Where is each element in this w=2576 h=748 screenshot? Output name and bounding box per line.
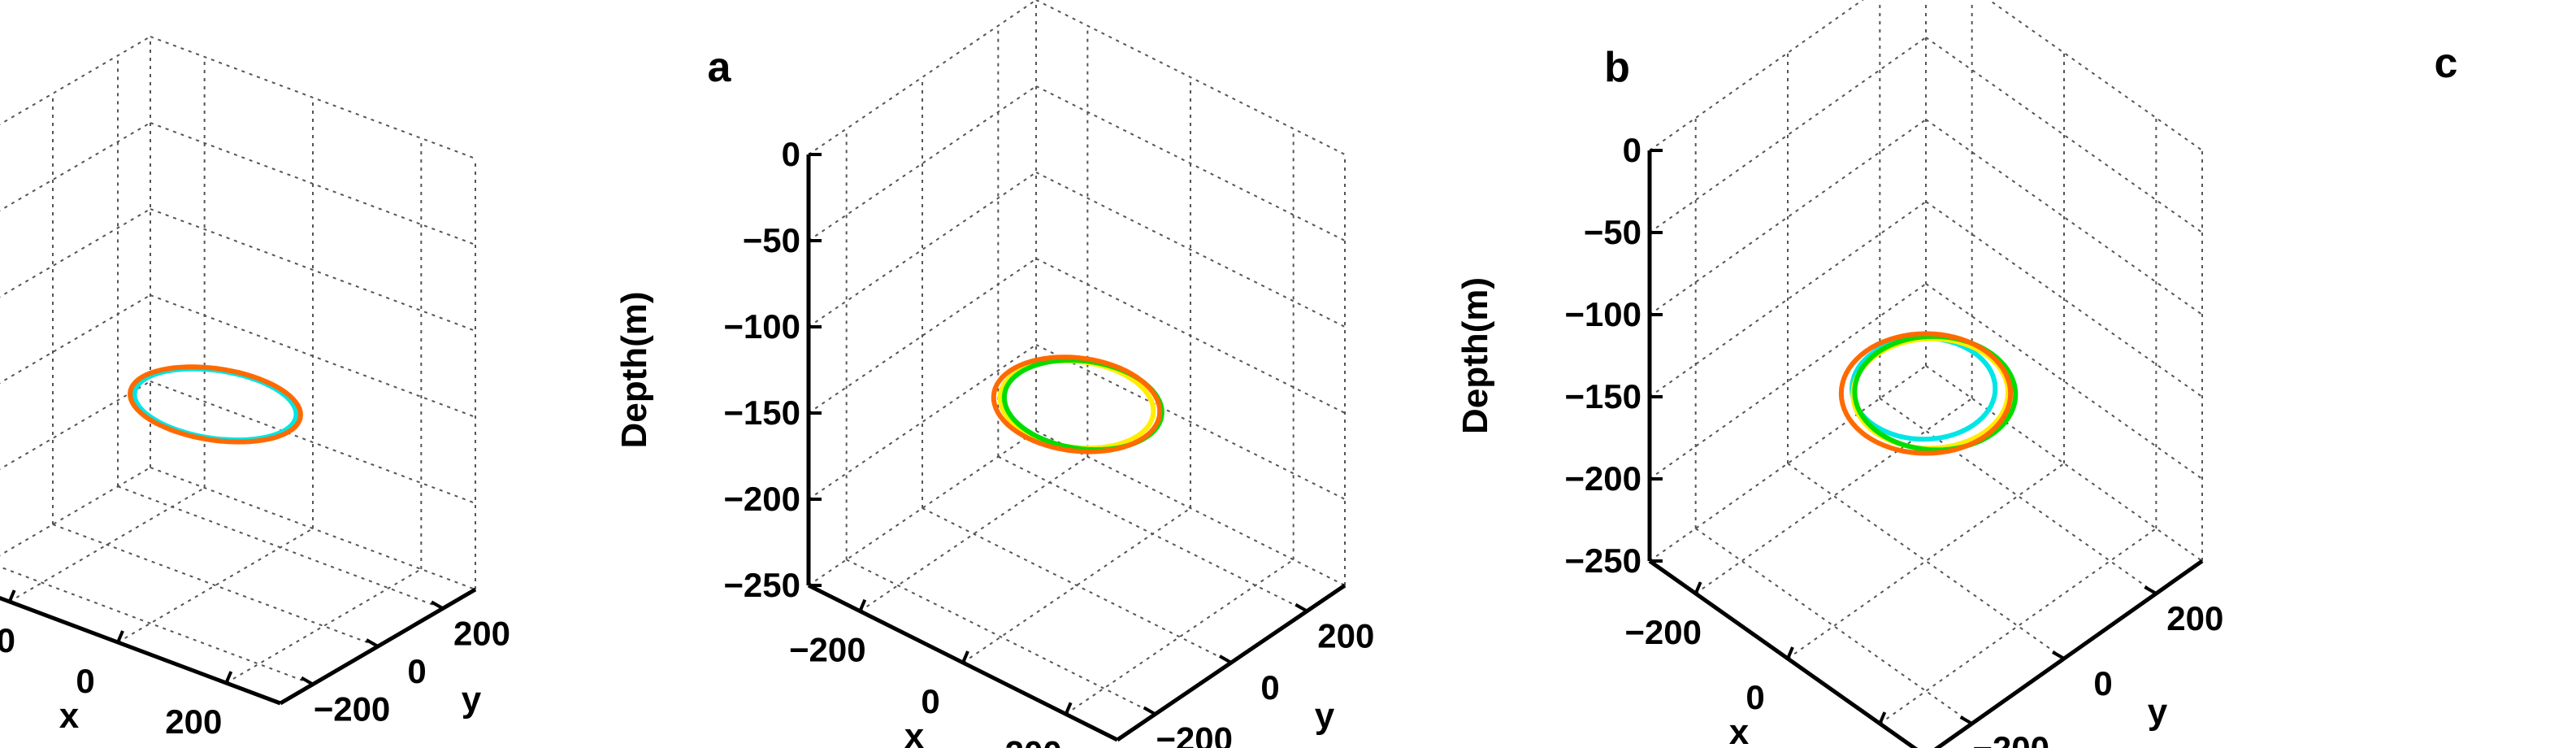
x-axis-line [0,595,281,706]
series-ring-2 [128,364,303,445]
series-ring-1 [132,366,299,443]
z-tick-label: −150 [1564,377,1641,415]
y-tick-label: 200 [1317,617,1374,655]
x-tick [961,650,969,663]
x-tick [1786,646,1794,659]
y-tick-label: 0 [2093,664,2112,702]
y-tick [366,638,379,648]
grid-line [997,455,1308,612]
z-tick-label: −100 [1564,295,1641,333]
x-tick-label: 200 [165,702,222,741]
grid-line [0,122,151,212]
y-tick [1959,715,1973,725]
grid-line [808,344,1037,500]
grid-line [150,36,476,159]
grid-line [0,381,151,471]
y-tick [1295,602,1308,613]
z-tick-label: −250 [723,566,800,604]
y-tick [301,676,314,686]
z-tick-label: −100 [723,307,800,346]
grid-line [0,208,151,298]
z-tick-label: −50 [743,221,800,259]
y-tick-label: 0 [407,652,426,690]
y-tick [1143,706,1156,716]
x-tick-label: 0 [76,662,94,700]
x-tick [7,589,16,602]
grid-line [0,566,314,685]
z-tick-label: 0 [1623,131,1641,169]
y-tick [1219,654,1232,664]
grid-line [225,568,422,684]
x-tick-label: 0 [1746,678,1764,716]
z-tick-label: −50 [1584,213,1641,251]
grid-line [52,524,379,647]
y-tick [2052,650,2065,660]
grid-line [808,172,1037,328]
x-tick [116,630,124,643]
z-tick-label: 0 [782,135,800,173]
series-ring-3 [991,354,1163,454]
y-axis-label: y [1315,696,1335,736]
grid-line [1035,344,1346,500]
y-tick [2144,585,2158,595]
x-axis-label: x [904,716,925,748]
series-ring-1 [1849,335,1998,442]
grid-lines [0,36,476,685]
x-tick-label: −200 [0,621,15,659]
y-tick-label: −200 [1972,729,2049,748]
y-axis-label: y [462,680,482,720]
grid-line [150,208,476,332]
z-tick-label: −250 [1564,541,1641,580]
x-tick [1064,702,1073,715]
grid-lines [808,0,1346,715]
x-tick-label: 200 [1819,743,1876,748]
z-axis-label: Depth(m) [614,291,654,448]
z-tick-label: −200 [1564,459,1641,498]
z-tick-label: −150 [723,394,800,432]
grid-line [150,381,476,504]
grid-line [1065,559,1295,715]
grid-line [846,559,1156,715]
grid-line [0,36,151,126]
grid-line [117,485,444,610]
grid-line [1035,172,1346,328]
x-tick-label: 200 [1005,733,1062,748]
grid-lines [1649,0,2203,724]
y-tick-label: −200 [1156,720,1233,748]
x-axis-label: x [1729,712,1750,748]
y-axis-label: y [2148,692,2168,732]
grid-line [808,85,1037,241]
y-tick-label: 200 [453,614,510,652]
panel-b: 0 −50 −100 −150 −200 −250 −200 0 200 −200 0 200 Dept… [614,0,1630,748]
y-tick-label: −200 [314,690,391,728]
grid-line [1035,0,1346,155]
grid-line [1695,528,1973,724]
y-tick-label: 0 [1260,668,1279,707]
series-ring-3 [1852,333,2019,453]
x-tick-label: −200 [789,631,866,669]
grid-line [1695,398,1973,594]
grid-line [808,0,1037,155]
x-axis-label: x [59,696,80,736]
x-tick [858,598,867,612]
x-tick-label: 0 [921,682,939,720]
grid-line [922,507,1232,663]
series-ring-4 [1838,331,2014,456]
panel-letter: c [2435,40,2458,87]
x-tick-label: −200 [1624,613,1702,651]
y-tick-label: 200 [2166,599,2223,637]
grid-line [0,294,151,385]
y-tick [431,600,444,611]
panel-c: 0 −50 −100 −150 −200 −250 −200 0 200 −200 0 200 Dept… [1455,0,2457,748]
panel-letter: a [708,44,732,91]
x-tick [1693,581,1702,594]
z-tick-label: −200 [723,480,800,518]
x-tick [224,671,233,684]
panel-letter: b [1604,44,1630,91]
panel-a: 0−50−100−150−200−250−2000200−2000200Dept… [0,36,732,741]
x-tick [1878,711,1887,724]
z-axis-label: Depth(m) [1455,277,1495,434]
